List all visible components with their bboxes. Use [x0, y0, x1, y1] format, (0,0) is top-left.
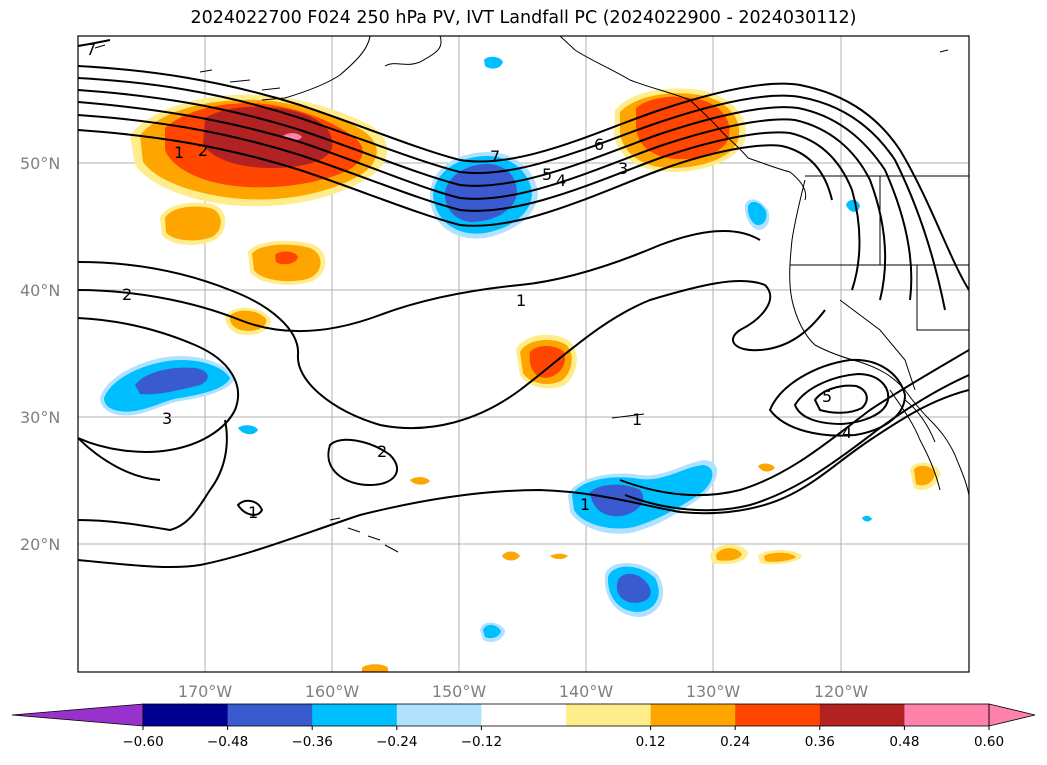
- contour-mid-1: [78, 261, 826, 430]
- contour-label: 2: [198, 141, 208, 160]
- contour-label: 7: [86, 40, 96, 59]
- colorbar-bin: [481, 704, 567, 726]
- contour-label: 1: [580, 495, 590, 514]
- lon-label: 160°W: [305, 682, 360, 701]
- contour-label: 6: [594, 135, 604, 154]
- contour-east-low-3: [813, 384, 868, 414]
- contour-jet-4: [78, 101, 887, 301]
- contour-nw-7: [78, 39, 111, 47]
- contour-east-low-2: [793, 372, 890, 426]
- contour-label: 3: [162, 409, 172, 428]
- contour-label: 1: [516, 291, 526, 310]
- contour-label: 5: [542, 165, 552, 184]
- map-title: 2024022700 F024 250 hPa PV, IVT Landfall…: [190, 8, 857, 28]
- contour-label: 4: [556, 171, 566, 190]
- contour-jet-3: [78, 89, 913, 301]
- contour-label: 1: [248, 503, 258, 522]
- colorbar-bin: [650, 704, 736, 726]
- colorbar-over-extend: [988, 703, 1036, 727]
- lon-label: 140°W: [559, 682, 614, 701]
- plot-frame: [77, 35, 970, 673]
- colorbar-bin: [312, 704, 398, 726]
- contour-label: 4: [842, 423, 852, 442]
- lat-label: 50°N: [20, 154, 60, 173]
- colorbar-bin: [904, 704, 990, 726]
- contour-jet-2: [78, 77, 946, 311]
- colorbar-under-extend: [11, 703, 144, 727]
- contour-sw-2: [78, 437, 161, 481]
- lon-label: 170°W: [178, 682, 233, 701]
- state-border-3: [839, 299, 916, 391]
- colorbar-bin: [143, 704, 229, 726]
- contour-jet-6: [78, 129, 833, 227]
- contour-small-loop-2: [236, 499, 264, 516]
- alaska-coast: [261, 36, 691, 101]
- bc-coast: [689, 99, 807, 201]
- colorbar-tick-label: −0.36: [292, 734, 333, 750]
- contour-sw-loop: [78, 419, 228, 532]
- contour-label: 7: [490, 147, 500, 166]
- contour-jet-1: [78, 65, 969, 291]
- contour-label: 1: [174, 143, 184, 162]
- contour-label: 5: [822, 387, 832, 406]
- lon-label: 150°W: [432, 682, 487, 701]
- contour-south: [78, 389, 969, 569]
- contour-label: 1: [632, 410, 642, 429]
- contour-west-3: [78, 317, 240, 453]
- colorbar-tick-label: 0.36: [805, 734, 835, 750]
- lat-axis: 50°N 40°N 30°N 20°N: [20, 154, 60, 554]
- lon-label: 120°W: [814, 682, 869, 701]
- colorbar-tick-label: 0.24: [720, 734, 750, 750]
- colorbar-bin: [227, 704, 313, 726]
- colorbar-bin: [566, 704, 652, 726]
- contour-label-group: 7 1 2 7 5 4 6 3 2 1 3 2 1 1 1 5 4: [86, 40, 852, 522]
- contour-jet-5: [78, 114, 861, 291]
- colorbar-frame: [142, 703, 990, 727]
- contour-label: 3: [618, 159, 628, 178]
- coastlines: [94, 36, 969, 553]
- contour-small-loop-1: [327, 438, 399, 487]
- colorbar: −0.60 −0.48 −0.36 −0.24 −0.12 0.12 0.24 0.36 0.4…: [11, 703, 1036, 750]
- us-west-coast: [789, 179, 969, 496]
- lat-label: 40°N: [20, 281, 60, 300]
- colorbar-tick-label: −0.24: [376, 734, 417, 750]
- contour-east-low-1: [768, 358, 907, 437]
- baja-coast: [889, 389, 941, 491]
- aleutian-islands: [94, 44, 281, 91]
- island-small: [611, 49, 949, 419]
- ivt-contours: [78, 39, 969, 569]
- colorbar-tick-label: −0.60: [122, 734, 163, 750]
- contour-east-4: [619, 349, 969, 497]
- contour-label: 2: [122, 285, 132, 304]
- lon-axis: 170°W 160°W 150°W 140°W 130°W 120°W: [178, 682, 869, 701]
- colorbar-tick-label: 0.12: [636, 734, 666, 750]
- state-border-2: [879, 176, 969, 331]
- contour-east-5: [624, 374, 969, 512]
- colorbar-tick-label: 0.48: [889, 734, 919, 750]
- colorbar-tick-label: 0.60: [974, 734, 1004, 750]
- colorbar-tick-label: −0.48: [207, 734, 248, 750]
- gridlines: [78, 36, 969, 672]
- colorbar-bin: [396, 704, 482, 726]
- colorbar-bin: [819, 704, 905, 726]
- lat-label: 20°N: [20, 535, 60, 554]
- hawaii: [329, 517, 399, 553]
- lon-label: 130°W: [686, 682, 741, 701]
- lat-label: 30°N: [20, 408, 60, 427]
- colorbar-bin: [735, 704, 821, 726]
- contour-label: 2: [377, 442, 387, 461]
- colorbar-tick-label: −0.12: [461, 734, 502, 750]
- contour-mid-2: [78, 230, 761, 333]
